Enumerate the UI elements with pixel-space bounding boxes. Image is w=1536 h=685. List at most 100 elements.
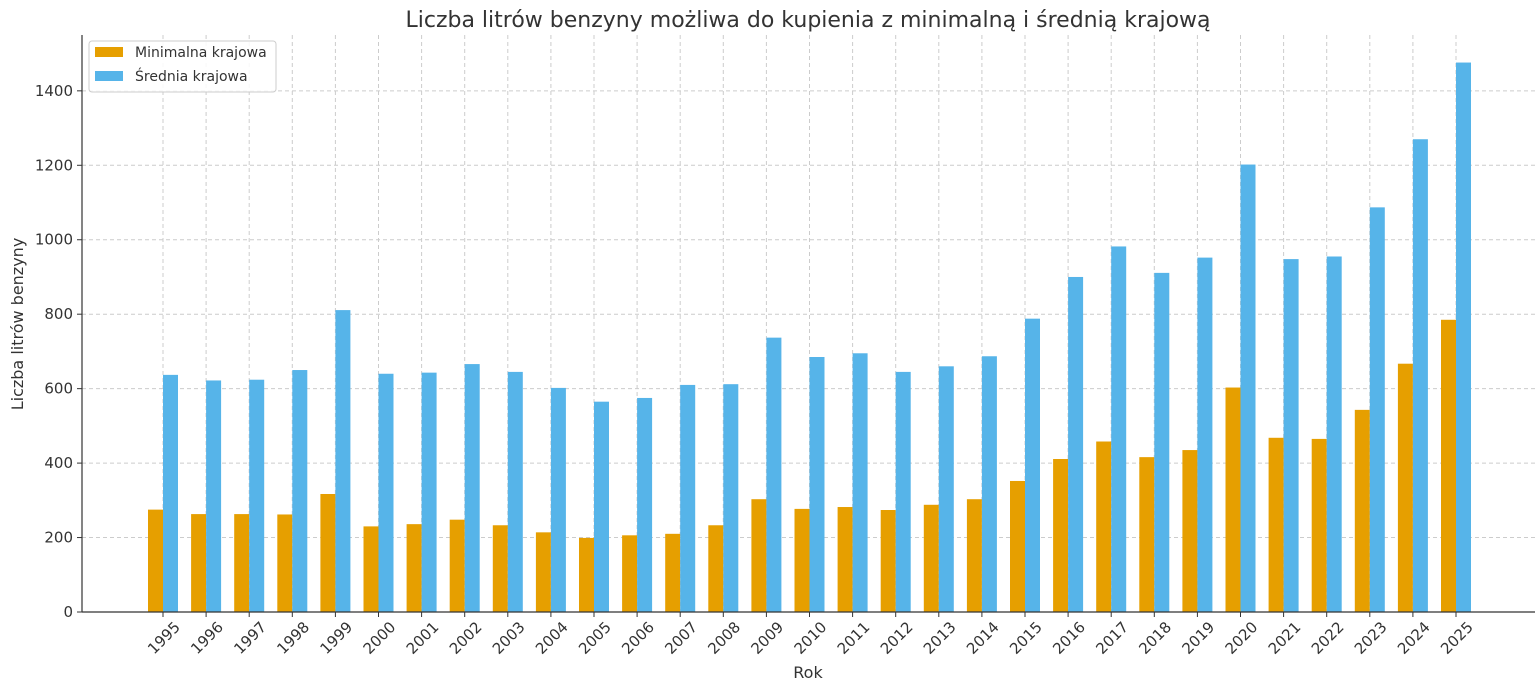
bar-minimalna [191,514,207,612]
bar-srednia [1111,246,1127,613]
bar-srednia [723,384,739,612]
y-tick-label: 600 [44,380,73,398]
legend-label-srednia: Średnia krajowa [135,67,248,85]
x-tick-label: 1998 [273,618,313,658]
x-tick-label: 1995 [144,618,184,658]
x-tick-label: 2025 [1437,618,1477,658]
bar-srednia [938,366,954,612]
y-tick-label: 1200 [35,156,73,174]
y-tick-label: 800 [44,305,73,323]
x-tick-label: 1996 [187,618,227,658]
x-tick-label: 2018 [1135,618,1175,658]
bar-minimalna [1354,409,1370,612]
x-tick-label: 2000 [360,618,400,658]
y-tick-label: 200 [44,529,73,547]
legend-label-minimalna: Minimalna krajowa [135,45,267,61]
bar-srednia [852,353,868,612]
bar-srednia [809,357,825,612]
x-tick-label: 2007 [661,618,701,658]
legend-swatch-minimalna [95,47,123,57]
bar-minimalna [966,499,982,612]
bar-srednia [1240,164,1256,612]
x-tick-label: 2002 [446,618,486,658]
x-tick-label: 2009 [747,618,787,658]
legend-box [88,40,277,93]
x-ticks: 1995 1996 1997 1998 1999 2000 2001 2002 2003 2004… [144,612,1477,658]
y-tick-label: 400 [44,454,73,472]
bar-srednia [1412,139,1428,613]
x-tick-label: 2005 [575,618,615,658]
bar-minimalna [1397,363,1413,612]
x-tick-label: 2014 [963,618,1003,658]
bar-srednia [507,371,523,612]
chart-title: Liczba litrów benzyny możliwa do kupieni… [405,8,1210,33]
x-tick-label: 2003 [489,618,529,658]
bar-srednia [1283,259,1299,612]
bar-minimalna [1225,387,1241,612]
bar-minimalna [449,519,465,612]
bar-minimalna [320,493,336,612]
bar-srednia [766,337,782,612]
bar-srednia [292,370,308,612]
y-tick-label: 1400 [35,82,73,100]
bar-minimalna [1268,437,1284,612]
bar-srednia [1154,272,1170,612]
bar-srednia [550,387,566,612]
x-tick-label: 2022 [1308,618,1348,658]
x-tick-label: 2013 [920,618,960,658]
bar-minimalna [794,508,810,612]
bar-minimalna [1053,459,1069,612]
x-tick-label: 2001 [403,618,443,658]
bar-minimalna [751,499,767,612]
bar-minimalna [1182,450,1198,612]
legend: Minimalna krajowa Średnia krajowa [88,40,277,93]
bar-srednia [378,373,394,612]
bar-srednia [1068,276,1084,612]
bar-srednia [421,372,437,612]
bar-minimalna [579,537,594,612]
bar-srednia [206,380,222,612]
x-tick-label: 1999 [316,618,356,658]
bar-minimalna [708,525,724,612]
axes [81,35,1535,613]
bar-srednia [335,310,351,612]
x-tick-label: 2010 [791,618,831,658]
bars [148,62,1471,613]
bar-srednia [637,397,653,612]
x-tick-label: 2021 [1265,618,1305,658]
bar-srednia [1456,62,1471,612]
bar-minimalna [277,514,293,612]
x-tick-label: 2006 [618,618,658,658]
bar-minimalna [1441,319,1456,612]
bar-minimalna [363,526,379,612]
bar-minimalna [665,533,681,612]
bar-srednia [594,401,609,612]
bar-minimalna [234,514,250,612]
bar-srednia [981,356,997,612]
x-tick-label: 2020 [1222,618,1262,658]
x-tick-label: 2015 [1006,618,1046,658]
bar-minimalna [492,525,508,612]
bar-minimalna [1311,438,1327,612]
bar-minimalna [535,532,551,612]
x-tick-label: 2012 [877,618,917,658]
y-tick-label: 1000 [35,231,73,249]
x-axis-label: Rok [793,663,823,682]
bar-minimalna [1010,480,1025,612]
x-tick-label: 2004 [532,618,572,658]
y-tick-label: 0 [63,603,73,621]
bar-srednia [680,384,696,612]
y-axis-label: Liczba litrów benzyny [8,238,27,411]
bar-srednia [1197,257,1213,612]
bar-srednia [895,371,911,612]
bar-minimalna [1096,441,1112,612]
bar-minimalna [622,535,638,612]
bar-minimalna [837,507,853,612]
bar-srednia [464,364,480,612]
x-tick-label: 2023 [1351,618,1391,658]
bar-minimalna [923,504,939,612]
x-tick-label: 2019 [1178,618,1218,658]
x-tick-label: 1997 [230,618,270,658]
x-tick-label: 2008 [704,618,744,658]
